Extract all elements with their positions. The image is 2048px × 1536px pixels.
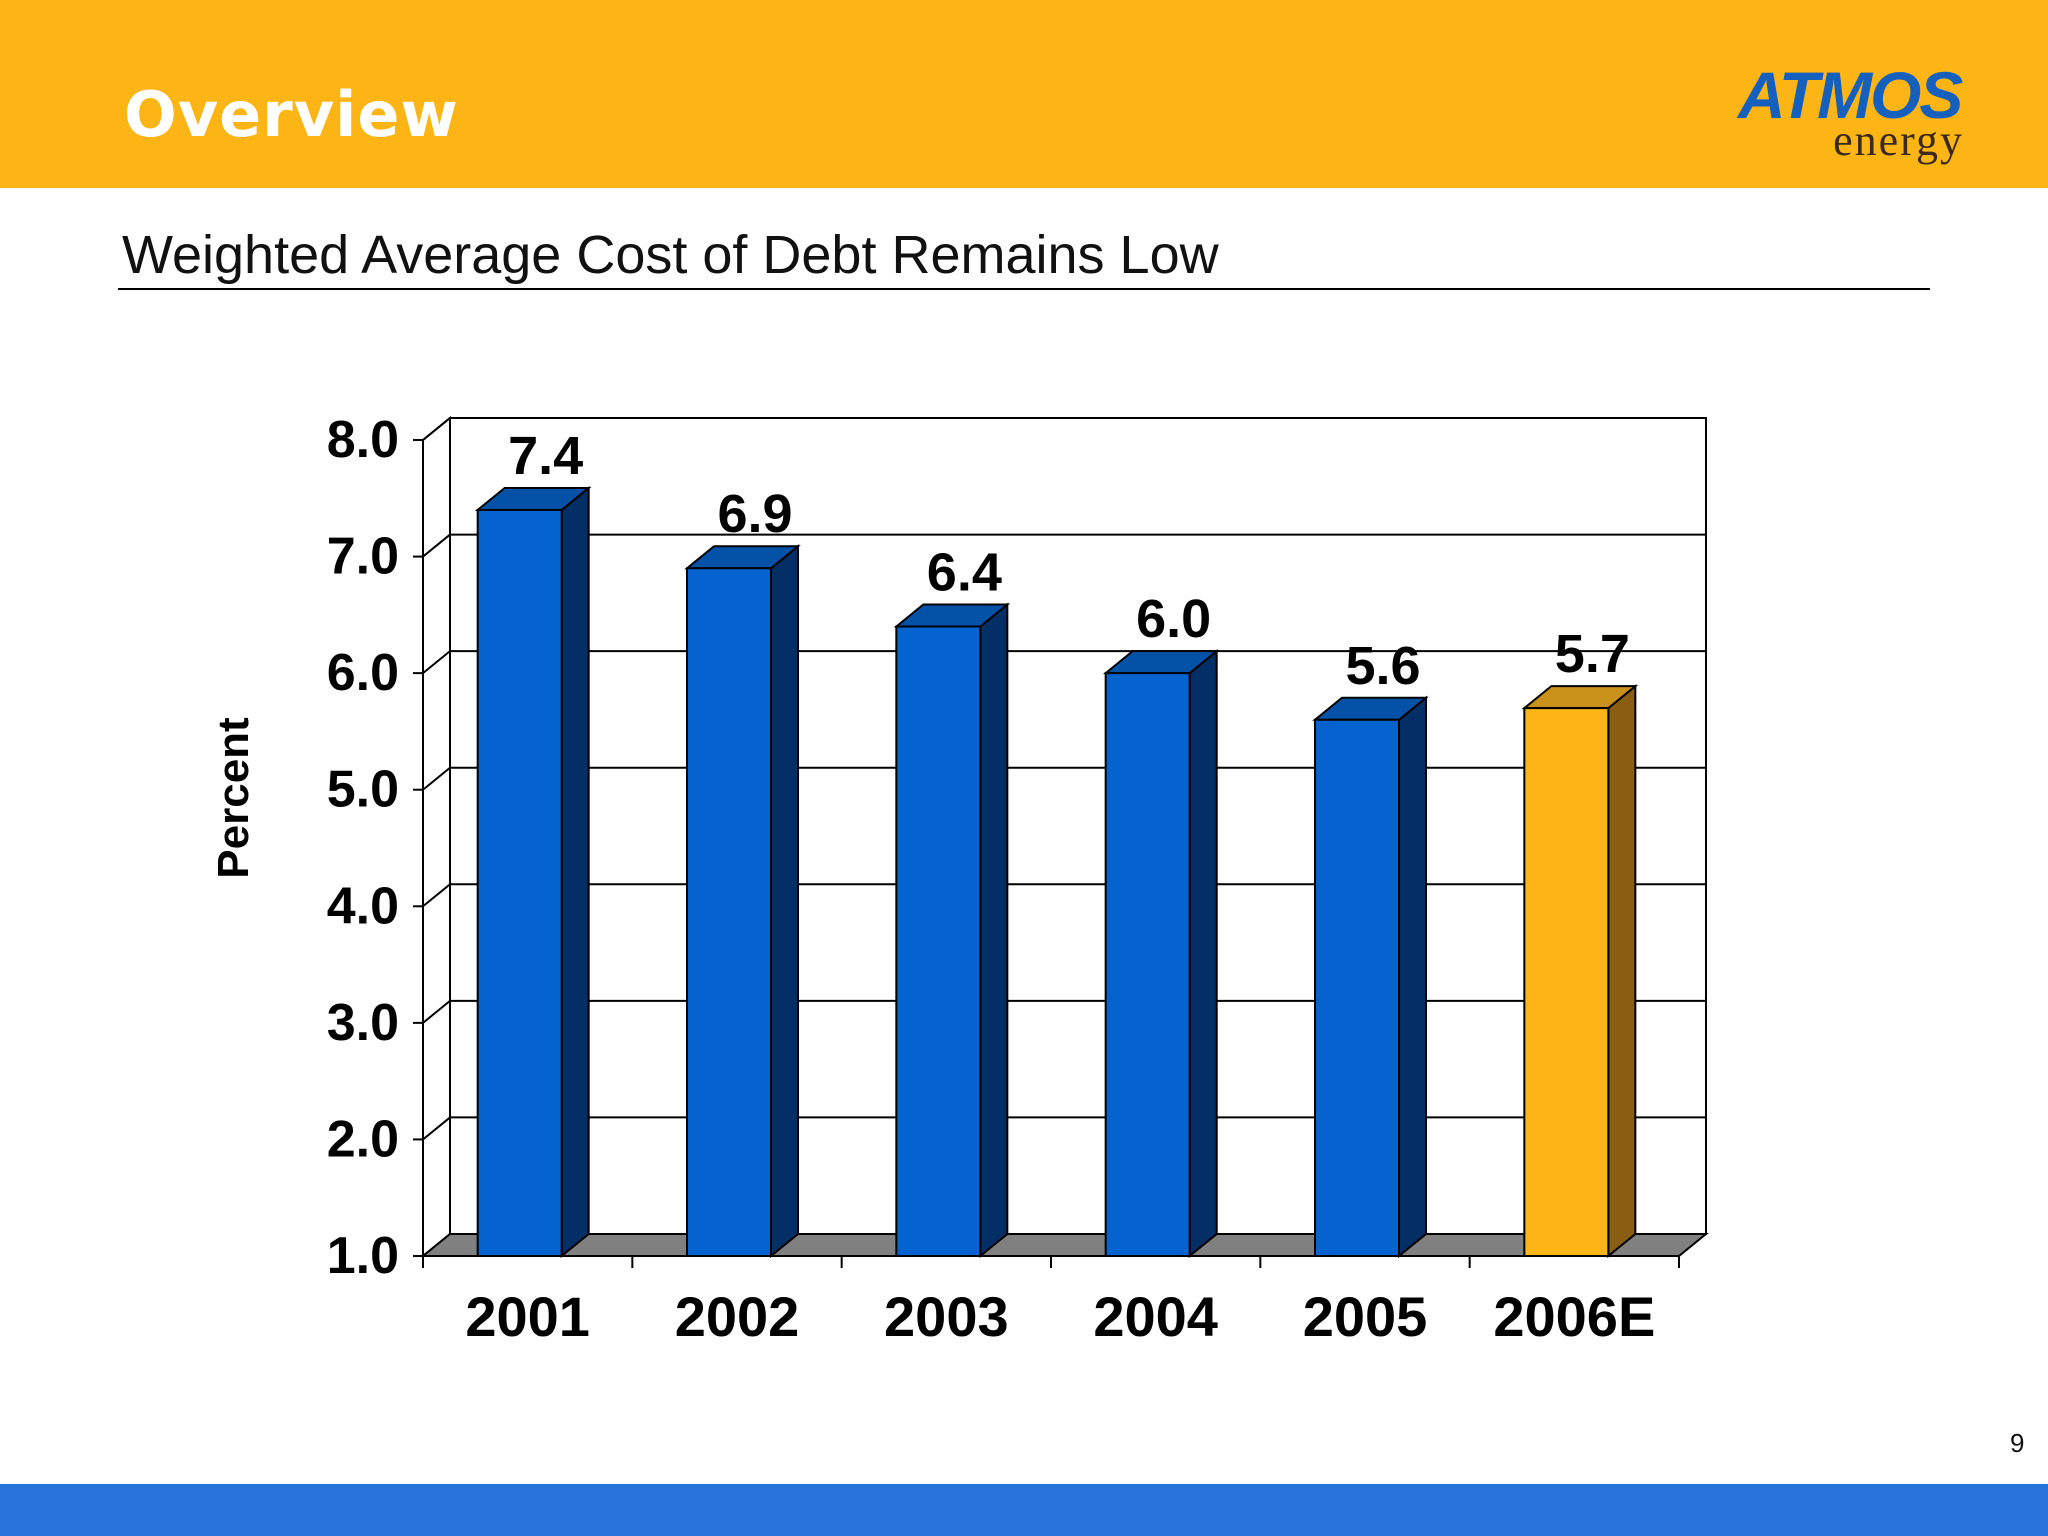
x-tick-label: 2002 [675,1285,800,1348]
page-number: 9 [2010,1428,2025,1458]
bar-side [1607,684,1637,1259]
bar-2006E [1523,707,1610,1257]
chart-back-wall [449,417,1707,1235]
x-tick-label: 2003 [884,1285,1009,1348]
y-tick-label: 4.0 [327,877,399,935]
chart-floor [420,1233,1709,1257]
bar-2003 [895,625,982,1257]
data-label: 6.0 [1136,589,1211,649]
bar-side [560,485,590,1259]
side-wall-gridline [422,417,451,441]
y-tick-label: 5.0 [327,761,399,819]
data-label: 6.9 [717,484,792,544]
bar-side [1398,695,1427,1259]
footer-band [0,1484,2048,1536]
page-title: Overview [124,78,459,151]
data-label: 6.4 [927,543,1002,603]
y-tick-label: 3.0 [327,994,399,1052]
header-band [0,0,2048,188]
chart-side-wall [422,415,451,1259]
logo-secondary-text: energy [1833,116,1964,165]
x-tick-label: 2006E [1493,1285,1655,1348]
subtitle-divider [118,288,1930,290]
x-tick-label: 2001 [465,1285,590,1348]
bar-2002 [686,567,772,1257]
y-tick-label: 6.0 [327,644,399,702]
y-tick-label: 7.0 [327,528,399,586]
data-label: 5.6 [1345,636,1420,696]
atmos-energy-logo: ATMOS energy [1738,62,1968,170]
bar-side [770,544,799,1259]
y-axis-title: Percent [209,717,258,879]
data-label: 5.7 [1555,624,1630,684]
data-label: 7.4 [508,426,583,486]
y-tick-label: 1.0 [327,1227,399,1285]
bar-2005 [1314,718,1400,1257]
side-wall-gridline [422,1116,451,1141]
side-wall-gridline [422,766,451,791]
x-tick-label: 2004 [1093,1285,1218,1348]
side-wall-gridline [422,650,451,674]
bar-side [979,602,1009,1259]
side-wall-gridline [422,883,451,908]
slide-subtitle: Weighted Average Cost of Debt Remains Lo… [122,225,1219,285]
side-wall-gridline [422,1000,451,1024]
logo-primary-text: ATMOS [1738,58,1963,132]
bar-2001 [476,508,563,1257]
x-tick-label: 2005 [1303,1285,1428,1348]
y-tick-label: 8.0 [327,411,399,469]
y-tick-label: 2.0 [327,1110,399,1168]
side-wall-gridline [422,533,451,558]
bar-2004 [1104,672,1191,1257]
bar-side [1188,649,1218,1259]
